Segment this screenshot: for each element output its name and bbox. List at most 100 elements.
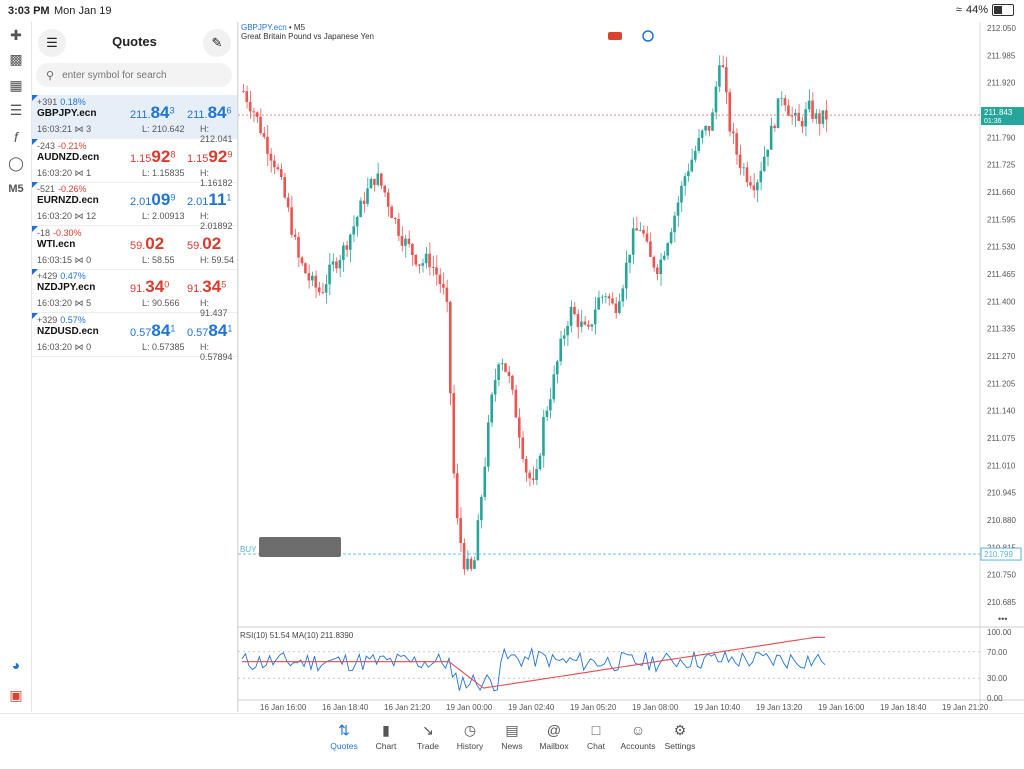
price-tick-label: 211.205 bbox=[987, 379, 1016, 388]
candle-body bbox=[518, 417, 521, 438]
volumes-icon[interactable]: ▦ bbox=[9, 76, 23, 93]
quote-row-gbpjpy[interactable]: +391 0.18% GBPJPY.ecn 16:03:21 ⋈ 3 211.843 21… bbox=[32, 95, 237, 144]
candle-body bbox=[324, 284, 328, 293]
quote-time: 16:03:20 ⋈ 5 bbox=[37, 298, 92, 308]
indicator-tick-label: 30.00 bbox=[987, 674, 1008, 683]
candle-body bbox=[342, 245, 345, 260]
candle-body bbox=[542, 417, 545, 456]
nav-accounts[interactable]: ☺ Accounts bbox=[617, 722, 659, 751]
candle-body bbox=[369, 178, 373, 189]
quote-high: H: 2.01892 bbox=[200, 211, 233, 231]
crosshair-icon[interactable]: ✚ bbox=[10, 26, 22, 43]
quote-bid[interactable]: 0.57841 bbox=[130, 320, 176, 340]
price-tick-label: 211.595 bbox=[987, 215, 1016, 224]
candle-body bbox=[752, 185, 756, 191]
candle-body bbox=[442, 284, 445, 288]
candle-body bbox=[759, 170, 763, 183]
quote-row-nzdjpy[interactable]: +429 0.47% NZDJPY.ecn 16:03:20 ⋈ 5 91.340 91.… bbox=[32, 269, 237, 318]
quote-row-eurnzd[interactable]: -521 -0.26% EURNZD.ecn 16:03:20 ⋈ 12 2.01099… bbox=[32, 182, 237, 231]
quote-low: L: 1.15835 bbox=[142, 167, 185, 178]
status-time: 3:03 PM bbox=[8, 5, 50, 17]
list-icon[interactable]: ☰ bbox=[38, 29, 66, 57]
candle-body bbox=[273, 160, 276, 168]
candle-body bbox=[662, 255, 666, 260]
quote-bid[interactable]: 2.01099 bbox=[130, 190, 176, 209]
candle-body bbox=[559, 338, 562, 362]
quote-low: L: 58.55 bbox=[142, 254, 175, 265]
candle-body bbox=[417, 264, 421, 266]
nav-settings[interactable]: ⚙ Settings bbox=[659, 722, 701, 751]
quote-bid[interactable]: 1.15928 bbox=[130, 146, 176, 166]
candle-body bbox=[421, 263, 424, 266]
candle-body bbox=[552, 374, 556, 400]
candle-body bbox=[352, 226, 355, 235]
candle-body bbox=[521, 437, 525, 459]
candle-body bbox=[259, 116, 262, 134]
buy-order-label: BUY bbox=[240, 545, 257, 554]
candle-body bbox=[317, 287, 321, 293]
quote-ask[interactable]: 0.57841 bbox=[187, 320, 233, 340]
signals-icon[interactable]: ◕ bbox=[11, 657, 21, 673]
current-price-label: 211.843 bbox=[984, 108, 1013, 117]
quote-row-wti[interactable]: -18 -0.30% WTI.ecn 16:03:15 ⋈ 0 59.02 59.02 L:… bbox=[32, 225, 237, 270]
nav-news[interactable]: ▤ News bbox=[491, 722, 533, 751]
chart-type-icon[interactable]: ▩ bbox=[9, 50, 23, 67]
quote-row-nzdusd[interactable]: +329 0.57% NZDUSD.ecn 16:03:20 ⋈ 0 0.57841 0.… bbox=[32, 312, 237, 362]
candle-body bbox=[645, 233, 649, 242]
nav-mailbox[interactable]: @ Mailbox bbox=[533, 722, 575, 751]
candle-body bbox=[576, 314, 580, 327]
candle-body bbox=[683, 176, 687, 186]
candle-body bbox=[590, 324, 594, 327]
candle-body bbox=[721, 65, 725, 68]
search-box[interactable]: ⚲ bbox=[36, 63, 232, 87]
quote-ask[interactable]: 2.01111 bbox=[187, 190, 232, 209]
candle-body bbox=[704, 126, 707, 131]
nav-chat[interactable]: □ Chat bbox=[575, 722, 617, 751]
quote-change: +429 0.47% bbox=[37, 271, 86, 281]
candle-body bbox=[500, 363, 504, 365]
buy-price-label: 210.799 bbox=[984, 550, 1013, 559]
chart-timeframe: M5 bbox=[293, 23, 306, 32]
price-tick-label: 210.750 bbox=[987, 571, 1016, 580]
indicators-icon[interactable]: ☰ bbox=[9, 101, 23, 118]
objects-icon[interactable]: ◯ bbox=[8, 154, 24, 171]
candle-body bbox=[283, 176, 286, 198]
candle-body bbox=[742, 167, 745, 169]
quote-row-audnzd[interactable]: -243 -0.21% AUDNZD.ecn 16:03:20 ⋈ 1 1.15928 1… bbox=[32, 138, 237, 188]
quote-bid[interactable]: 211.843 bbox=[130, 103, 175, 122]
trade-icon: ↘ bbox=[422, 722, 434, 738]
candle-body bbox=[666, 243, 669, 256]
timeframe-button[interactable]: M5 bbox=[8, 183, 24, 195]
one-click-trading-icon[interactable]: ▣ bbox=[9, 686, 23, 703]
chart-symbol: GBPJPY.ecn bbox=[241, 23, 287, 32]
quote-bid[interactable]: 91.340 bbox=[130, 277, 170, 296]
quote-ask[interactable]: 1.15929 bbox=[187, 146, 233, 166]
quote-ask[interactable]: 59.02 bbox=[187, 233, 222, 253]
quote-ask[interactable]: 91.345 bbox=[187, 277, 227, 296]
quote-bid[interactable]: 59.02 bbox=[130, 233, 165, 253]
row-marker-icon bbox=[32, 269, 38, 275]
candle-body bbox=[266, 136, 269, 154]
more-options-icon[interactable]: ••• bbox=[998, 614, 1007, 624]
price-tick-label: 211.530 bbox=[987, 243, 1016, 252]
candle-body bbox=[335, 261, 338, 269]
price-tick-label: 211.335 bbox=[987, 325, 1016, 334]
search-input[interactable] bbox=[60, 68, 215, 82]
chart-area[interactable]: 212.050211.985211.920211.855211.790211.7… bbox=[237, 22, 1024, 712]
candle-body bbox=[538, 455, 542, 470]
quote-ask[interactable]: 211.846 bbox=[187, 103, 232, 122]
nav-trade[interactable]: ↘ Trade bbox=[407, 722, 449, 751]
function-icon[interactable]: f bbox=[14, 129, 18, 145]
candle-body bbox=[680, 185, 683, 203]
edit-icon[interactable]: ✎ bbox=[203, 29, 231, 57]
nav-quotes[interactable]: ⇅ Quotes bbox=[323, 722, 365, 751]
time-tick-label: 16 Jan 16:00 bbox=[260, 703, 307, 712]
nav-chart[interactable]: ▮ Chart bbox=[365, 722, 407, 751]
candle-body bbox=[780, 98, 783, 100]
quote-high: H: 212.041 bbox=[200, 124, 233, 144]
candle-body bbox=[252, 111, 255, 113]
rsi-ma-line bbox=[242, 636, 826, 689]
nav-history[interactable]: ◷ History bbox=[449, 722, 491, 751]
price-chart[interactable]: 212.050211.985211.920211.855211.790211.7… bbox=[237, 22, 1024, 712]
